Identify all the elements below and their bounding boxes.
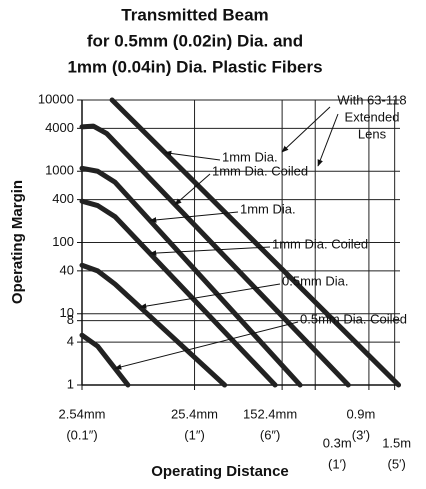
- x-tick-label: 2.54mm: [59, 406, 106, 421]
- label-arrow: [149, 211, 239, 223]
- y-tick-label: 40: [60, 262, 74, 277]
- y-tick-label: 10: [60, 305, 74, 320]
- data-line: [79, 123, 351, 388]
- series-label: 1mm Dia. Coiled: [272, 236, 368, 251]
- data-line: [79, 165, 303, 388]
- x-tick-sublabel: (1′): [328, 456, 346, 471]
- annotation-arrow: [317, 113, 339, 167]
- y-tick-label: 1000: [45, 163, 74, 178]
- series-label: 1mm Dia.: [240, 201, 296, 216]
- y-tick-label: 100: [52, 234, 74, 249]
- series-label: 1mm Dia. Coiled: [212, 163, 308, 178]
- annotation-arrow: [281, 106, 331, 153]
- x-axis-title: Operating Distance: [151, 463, 289, 480]
- x-tick-sublabel: (1″): [184, 427, 205, 442]
- label-arrow: [139, 283, 281, 309]
- y-axis-title: Operating Margin: [9, 180, 26, 304]
- chart-title: 1mm (0.04in) Dia. Plastic Fibers: [67, 57, 322, 76]
- y-tick-label: 4: [67, 334, 74, 349]
- label-arrow: [114, 321, 299, 370]
- x-tick-label: 25.4mm: [171, 406, 218, 421]
- x-tick-sublabel: (6″): [260, 427, 281, 442]
- series-label: 1mm Dia.: [222, 149, 278, 164]
- y-tick-label: 8: [67, 312, 74, 327]
- data-line: [79, 332, 131, 388]
- y-tick-label: 400: [52, 191, 74, 206]
- x-tick-sublabel: (0.1″): [66, 427, 97, 442]
- series-label: 0.5mm Dia. Coiled: [300, 311, 407, 326]
- label-arrow: [149, 246, 271, 256]
- data-line: [79, 262, 228, 388]
- x-tick-sublabel: (3′): [352, 427, 370, 442]
- chart-title: for 0.5mm (0.02in) Dia. and: [87, 31, 303, 50]
- x-tick-label: 1.5m: [382, 435, 411, 450]
- y-tick-label: 10000: [38, 91, 74, 106]
- series-label: 0.5mm Dia.: [282, 273, 348, 288]
- chart-title: Transmitted Beam: [121, 5, 268, 24]
- y-tick-label: 4000: [45, 120, 74, 135]
- annotation: Extended: [345, 109, 400, 124]
- data-line: [109, 97, 402, 388]
- label-arrow: [164, 150, 221, 161]
- annotation: With 63-118: [337, 92, 406, 107]
- annotation: Lens: [358, 126, 387, 141]
- x-tick-label: 0.3m: [323, 435, 352, 450]
- label-arrow: [174, 173, 211, 206]
- x-tick-label: 152.4mm: [243, 406, 297, 421]
- y-tick-label: 1: [67, 376, 74, 391]
- x-tick-label: 0.9m: [346, 406, 375, 421]
- data-line: [79, 198, 278, 388]
- x-tick-sublabel: (5′): [387, 456, 405, 471]
